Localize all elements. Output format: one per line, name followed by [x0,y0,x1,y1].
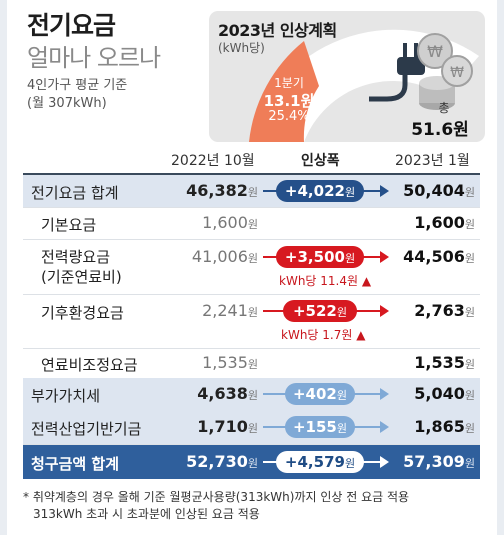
row-label: 전력산업기반기금 [31,420,142,438]
rate-plan-graphic: ₩ ₩ [249,29,479,142]
total-value: 51.6원 [411,120,469,140]
row-label: 부가가치세 [31,387,101,405]
basis-usage: (월 307kWh) [27,96,107,111]
right-margin-strip [497,0,504,535]
change-pill: +155원 [285,416,355,438]
total-label: 총 [438,101,450,115]
old-value: 4,638원 [197,384,258,403]
arrow-right-icon [380,305,389,317]
row-label: 기후환경요금 [41,304,124,322]
old-value: 1,710원 [197,417,258,436]
table-row-billed-total: 청구금액 합계 52,730원 +4,579원 57,309원 [23,445,480,479]
footnote-line2: 313kWh 초과 시 초과분에 인상된 요금 적용 [33,507,260,521]
rate-plan-panel: ₩ ₩ 2023년 인상계획 (kWh당) 1분기 13.1원 25.4% 총 … [209,11,485,142]
old-value: 52,730원 [186,452,258,471]
footnote-line1: * 취약계층의 경우 올해 기준 월평균사용량(313kWh)까지 인상 전 요… [23,490,410,504]
column-header-change: 인상폭 [301,153,340,169]
table-row-power-fund: 전력산업기반기금 1,710원 +155원 1,865원 [23,410,480,445]
new-value: 1,865원 [414,417,475,436]
svg-text:₩: ₩ [450,65,464,81]
plan-title: 2023년 인상계획 [218,21,337,40]
table-row-basic-fee: 기본요금 1,600원 1,600원 [23,207,480,240]
row-label: 기본요금 [41,216,97,234]
plan-unit: (kWh당) [218,41,265,55]
column-header-old: 2022년 10월 [171,153,255,169]
coins-icon: ₩ ₩ [417,33,473,110]
old-value: 1,535원 [202,353,258,372]
basis-household: 4인가구 평균 기준 [27,78,128,93]
arrow-up-icon: ▲ [361,274,372,288]
new-value: 1,535원 [414,353,475,372]
arrow-right-icon [380,456,389,468]
row-label-line1: 전력량요금 [41,248,111,266]
row-label: 연료비조정요금 [41,356,138,374]
new-value: 5,040원 [414,384,475,403]
new-value: 1,600원 [414,213,475,232]
table-top-rule [23,173,480,175]
page-subtitle: 얼마나 오르나 [27,44,161,72]
plan-arc-q1 [249,41,319,142]
row-label: 청구금액 합계 [31,455,120,473]
column-header-new: 2023년 1월 [395,153,470,169]
table-row-vat: 부가가치세 4,638원 +402원 5,040원 [23,378,480,411]
old-value: 41,006원 [191,247,258,266]
change-pill: +522원 [283,300,357,322]
row-label-line2: (기준연료비) [41,268,122,286]
old-value: 1,600원 [202,213,258,232]
new-value: 2,763원 [414,301,475,320]
q1-percent: 25.4% [268,109,310,124]
row-label: 전기요금 합계 [31,184,119,202]
page-title: 전기요금 [27,11,116,40]
table-row-climate-fee: 기후환경요금 2,241원 +522원 kWh당 1.7원 ▲ 2,763원 [23,294,480,349]
change-pill: +402원 [285,383,355,405]
q1-label: 1분기 [274,76,304,90]
change-pill: +3,500원 [276,246,364,268]
new-value: 50,404원 [403,181,475,200]
table-row-energy-fee: 전력량요금 (기준연료비) 41,006원 +3,500원 kWh당 11.4원… [23,239,480,295]
arrow-right-icon [380,185,389,197]
arrow-right-icon [380,421,389,433]
change-pill: +4,579원 [276,451,364,473]
rate-note: kWh당 1.7원 ▲ [281,328,366,342]
arrow-right-icon [380,251,389,263]
new-value: 44,506원 [403,247,475,266]
change-pill: +4,022원 [276,180,364,202]
table-row-fuel-adjust-fee: 연료비조정요금 1,535원 1,535원 [23,348,480,379]
arrow-up-icon: ▲ [356,328,366,342]
table-row-total-fee: 전기요금 합계 46,382원 +4,022원 50,404원 [23,175,480,208]
left-margin-strip [0,0,7,535]
svg-text:₩: ₩ [427,42,443,61]
rate-note: kWh당 11.4원 ▲ [279,274,372,288]
q1-value: 13.1원 [263,92,315,110]
arrow-right-icon [380,388,389,400]
old-value: 46,382원 [186,181,258,200]
old-value: 2,241원 [202,301,258,320]
new-value: 57,309원 [403,452,475,471]
plug-icon [369,43,425,102]
